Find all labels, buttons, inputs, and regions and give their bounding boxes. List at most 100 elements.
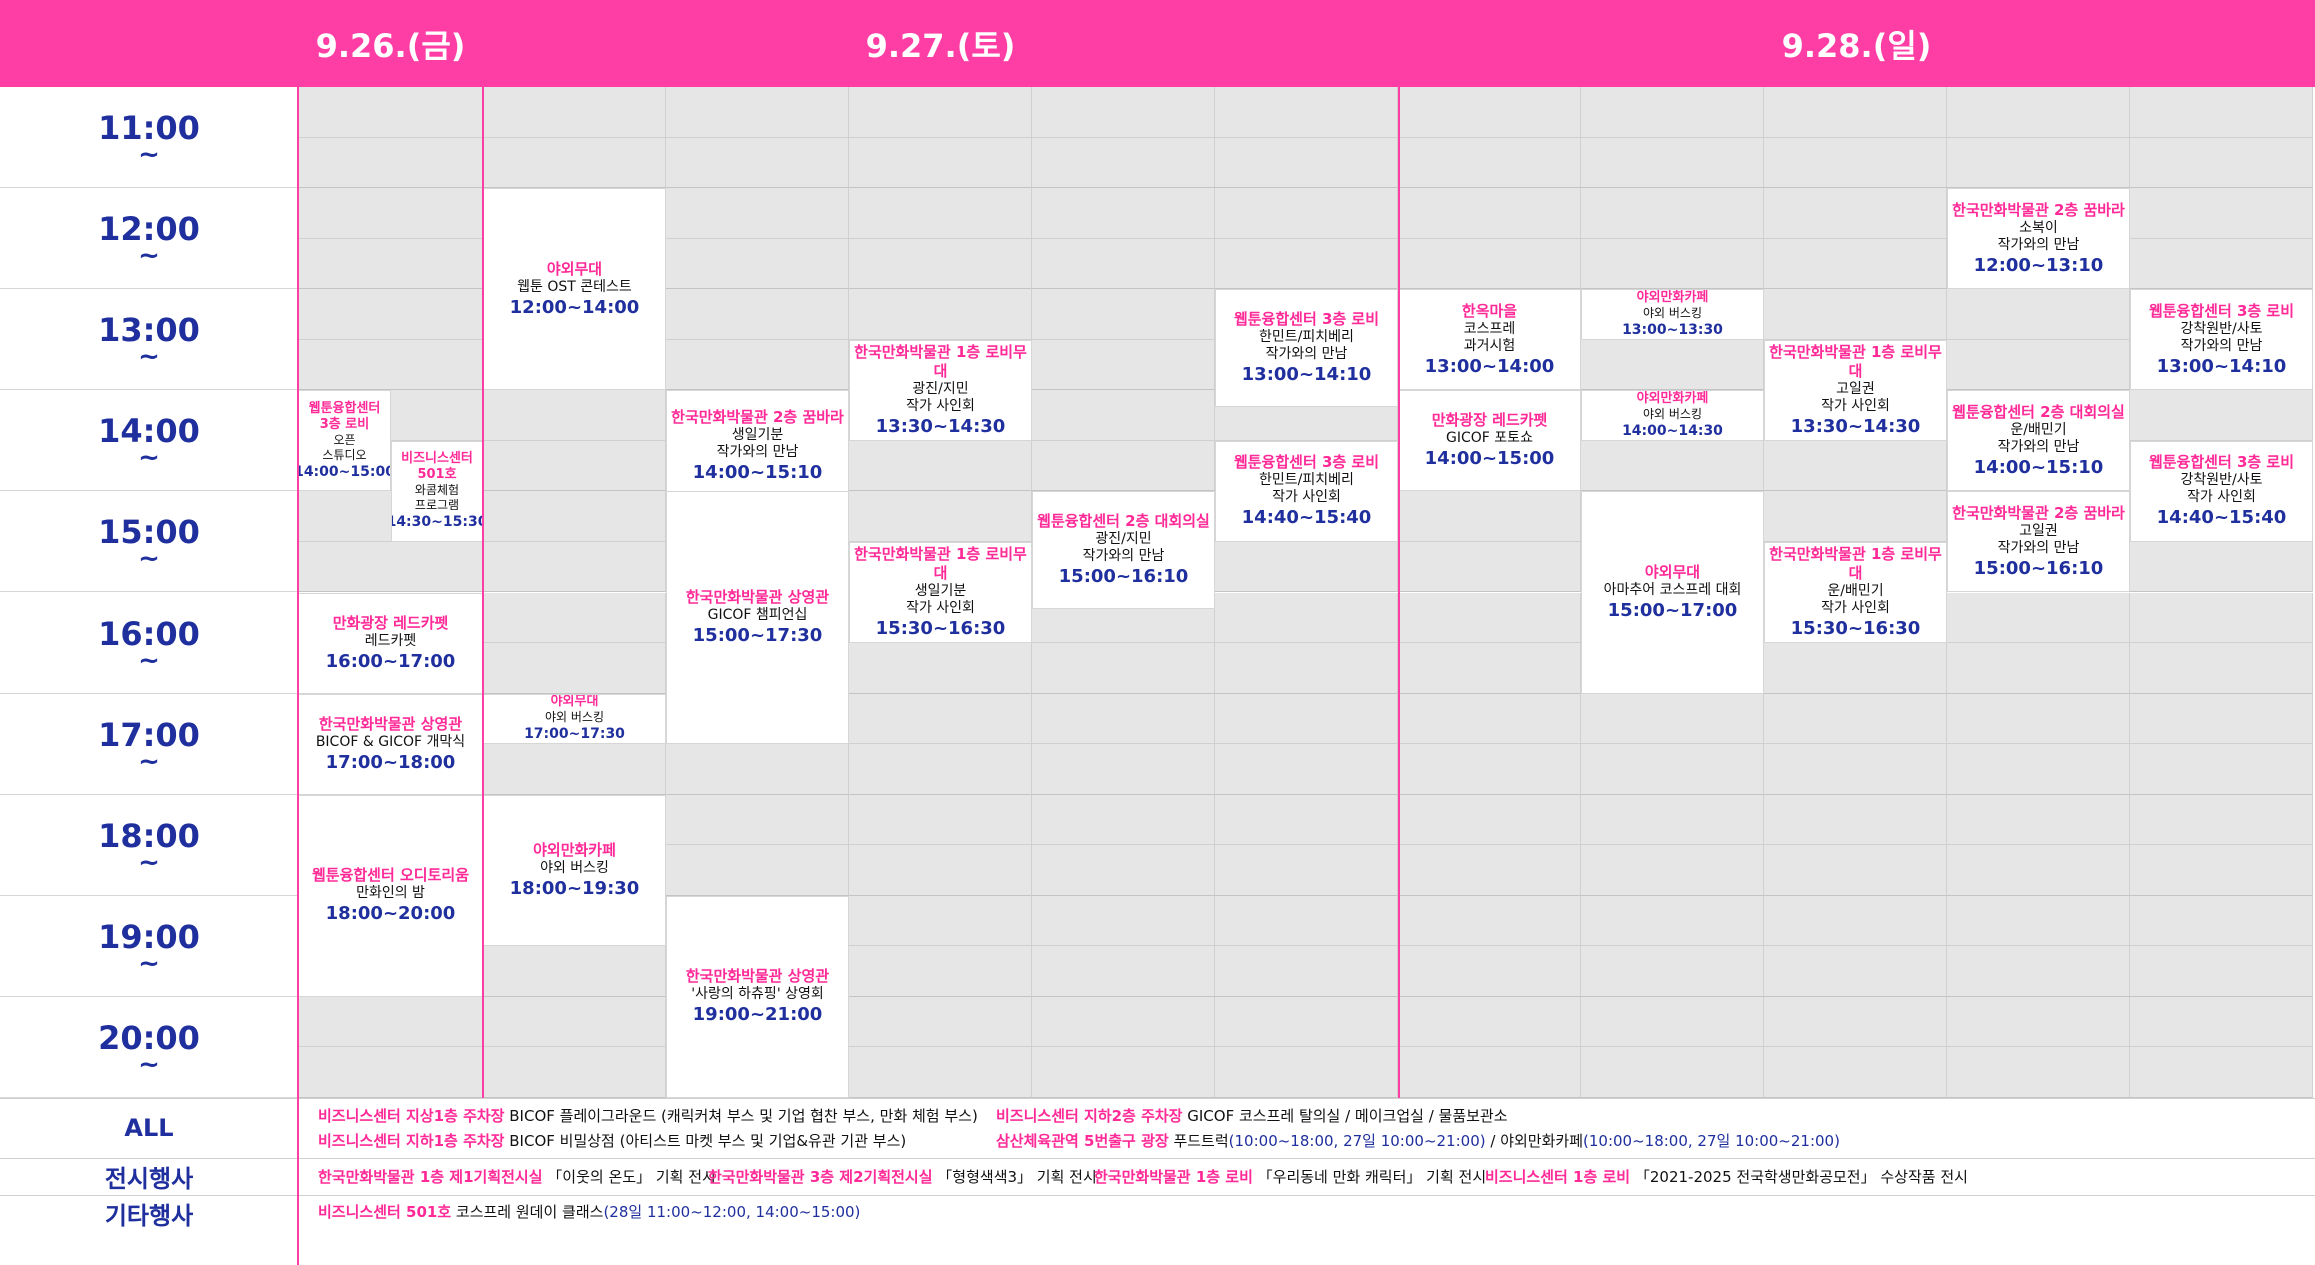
event-name: GICOF 챔피언십 xyxy=(707,607,808,624)
grid-cell xyxy=(849,693,1032,745)
grid-cell xyxy=(1947,895,2130,947)
grid-cell xyxy=(2130,390,2313,441)
time-label: 13:00 xyxy=(98,311,200,350)
other-row-top-border xyxy=(0,1195,2315,1196)
event-time: 15:00~16:10 xyxy=(1973,557,2104,579)
grid-cell xyxy=(849,188,1032,239)
event-name: 광진/지민 작가와의 만남 xyxy=(1082,531,1165,565)
event-venue: 비즈니스센터 501호 xyxy=(401,451,473,483)
event-venue: 만화광장 레드카펫 xyxy=(332,613,449,632)
grid-cell xyxy=(1398,491,1581,542)
event-venue: 웹툰융합센터 3층 로비 xyxy=(2148,453,2295,472)
event-venue: 한옥마을 xyxy=(1461,301,1518,320)
event-card: 만화광장 레드카펫 레드카펫 16:00~17:00 xyxy=(298,592,483,694)
grid-cell xyxy=(1764,996,1947,1048)
grid-cell xyxy=(1398,238,1581,290)
event-venue: 웹툰융합센터 3층 로비 xyxy=(1233,453,1380,472)
grid-cell xyxy=(1215,996,1398,1048)
event-card: 한국만화박물관 상영관 '사랑의 하츄핑' 상영회 19:00~21:00 xyxy=(666,895,849,1098)
grid-cell xyxy=(298,238,483,290)
grid-cell xyxy=(1032,845,1215,896)
event-name: 웹툰 OST 콘테스트 xyxy=(517,278,632,295)
grid-cell xyxy=(1947,845,2130,896)
event-card: 야외만화카페 야외 버스킹 18:00~19:30 xyxy=(483,794,666,947)
grid-cell xyxy=(483,440,666,492)
event-time: 15:00~17:30 xyxy=(692,625,823,647)
event-venue: 만화광장 레드카펫 xyxy=(1431,411,1548,430)
grid-cell xyxy=(1032,643,1215,694)
grid-cell xyxy=(483,390,666,441)
event-venue: 웹툰융합센터 2층 대회의실 xyxy=(1952,402,2125,421)
event-venue: 웹툰융합센터 3층 로비 xyxy=(2148,301,2295,320)
event-time: 14:30~15:30 xyxy=(391,514,483,531)
event-time: 14:40~15:40 xyxy=(1241,507,1372,529)
grid-cell xyxy=(666,744,849,795)
grid-cell xyxy=(1947,137,2130,189)
event-card: 웹툰융합센터 2층 대회의실 광진/지민 작가와의 만남 15:00~16:10 xyxy=(1032,491,1215,610)
event-venue: 웹툰융합센터 2층 대회의실 xyxy=(1037,512,1210,531)
event-time: 13:00~14:10 xyxy=(2156,355,2287,377)
all-label: ALL xyxy=(124,1114,174,1142)
grid-cell xyxy=(2130,946,2313,997)
grid-cell xyxy=(1032,946,1215,997)
event-time: 13:00~14:10 xyxy=(1241,364,1372,386)
event-venue: 한국만화박물관 상영관 xyxy=(685,967,830,986)
time-slot: 12:00 ~ xyxy=(0,188,298,290)
grid-cell xyxy=(1398,794,1581,846)
event-venue: 웹툰융합센터 오디토리움 xyxy=(311,866,470,885)
grid-cell xyxy=(1398,946,1581,997)
all-line-1a: 비즈니스센터 지상1층 주차장 BICOF 플레이그라운드 (캐릭커쳐 부스 및… xyxy=(318,1107,978,1125)
grid-cell xyxy=(298,541,483,593)
grid-cell xyxy=(849,996,1032,1048)
event-time: 13:30~14:30 xyxy=(875,415,1006,437)
time-tilde: ~ xyxy=(138,746,160,777)
event-time: 14:00~15:00 xyxy=(1424,448,1555,470)
event-name: GICOF 포토쇼 xyxy=(1446,430,1533,447)
all-line-1b: 비즈니스센터 지하2층 주차장 GICOF 코스프레 탈의실 / 메이크업실 /… xyxy=(996,1107,1508,1125)
time-label: 19:00 xyxy=(98,917,200,956)
grid-cell xyxy=(1764,188,1947,239)
grid-cell xyxy=(483,996,666,1048)
grid-cell xyxy=(1398,845,1581,896)
exhibit-item: 한국만화박물관 1층 로비 「우리동네 만화 캐릭터」 기획 전시 xyxy=(1094,1168,1487,1186)
grid-cell xyxy=(2130,238,2313,290)
grid-cell xyxy=(1947,996,2130,1048)
event-card: 야외만화카페 야외 버스킹 14:00~14:30 xyxy=(1581,390,1764,441)
time-label: 20:00 xyxy=(98,1018,200,1057)
grid-cell xyxy=(1032,339,1215,391)
grid-cell xyxy=(1032,1047,1215,1098)
grid-cell xyxy=(1581,744,1764,795)
event-venue: 한국만화박물관 1층 로비무대 xyxy=(1769,544,1942,582)
event-card: 한옥마을 코스프레 과거시험 13:00~14:00 xyxy=(1398,289,1581,391)
grid-cell xyxy=(2130,845,2313,896)
grid-cell xyxy=(298,289,483,340)
grid-cell xyxy=(2130,188,2313,239)
grid-cell xyxy=(1947,693,2130,745)
grid-cell xyxy=(1764,137,1947,189)
event-name: 와콤체험 프로그램 xyxy=(414,483,460,513)
event-venue: 한국만화박물관 상영관 xyxy=(318,714,463,733)
grid-cell xyxy=(1398,744,1581,795)
grid-cell xyxy=(666,339,849,391)
day-header-sat: 9.27.(토) xyxy=(865,26,1016,65)
grid-cell xyxy=(2130,794,2313,846)
grid-cell xyxy=(1215,87,1398,138)
grid-cell xyxy=(1947,1047,2130,1098)
exhibit-row-top-border xyxy=(0,1158,2315,1159)
grid-cell xyxy=(2130,541,2313,593)
grid-cell xyxy=(1947,289,2130,340)
event-name: 오픈 스튜디오 xyxy=(322,432,367,462)
grid-cell xyxy=(849,440,1032,492)
grid-cell xyxy=(1947,744,2130,795)
event-venue: 야외무대 xyxy=(546,259,603,278)
grid-cell xyxy=(1947,946,2130,997)
event-venue: 야외만화카페 xyxy=(1636,391,1709,407)
time-label: 11:00 xyxy=(98,109,200,147)
event-name: 광진/지민 작가 사인회 xyxy=(906,380,975,414)
event-time: 14:00~15:10 xyxy=(1973,456,2104,478)
grid-cell xyxy=(483,1047,666,1098)
time-tilde: ~ xyxy=(138,342,160,373)
event-name: 레드카펫 xyxy=(364,632,417,649)
grid-cell xyxy=(1581,693,1764,745)
event-venue: 한국만화박물관 2층 꿈바라 xyxy=(671,407,844,426)
